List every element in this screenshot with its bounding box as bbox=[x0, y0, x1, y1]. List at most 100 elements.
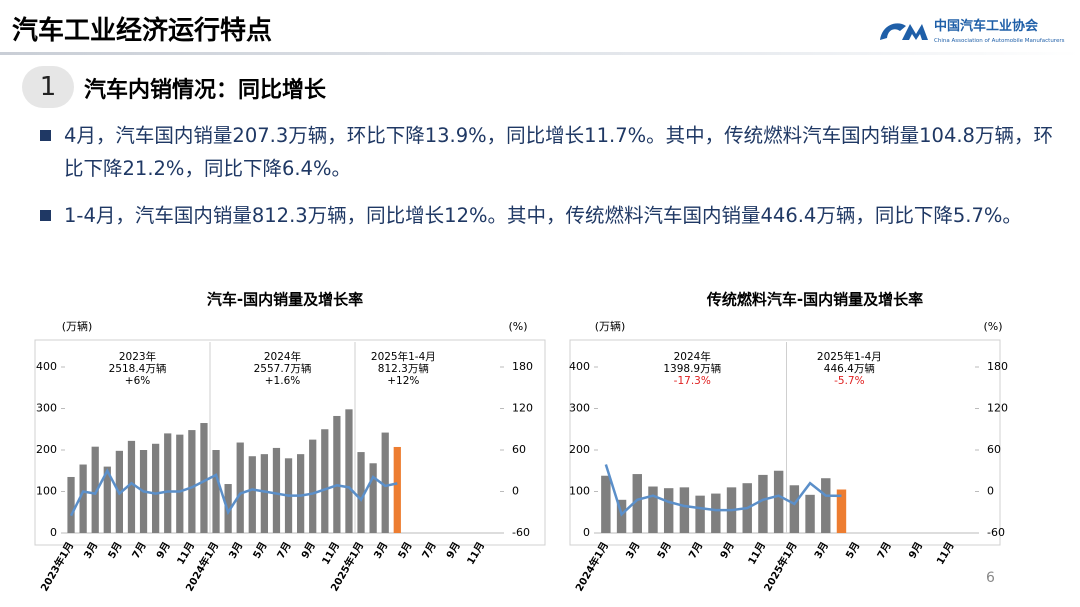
bar bbox=[345, 409, 353, 533]
bar bbox=[648, 486, 658, 533]
bar bbox=[260, 454, 268, 533]
y-tick-label: 100 bbox=[569, 485, 590, 498]
bar bbox=[679, 487, 690, 533]
y-tick-label: 200 bbox=[569, 443, 590, 456]
annotation-total: 2518.4万辆 bbox=[109, 362, 167, 375]
annotation-period: 2024年 bbox=[674, 350, 711, 363]
x-tick-label: 7月 bbox=[275, 540, 294, 561]
bar bbox=[212, 450, 220, 533]
logo-mark bbox=[880, 23, 906, 40]
x-tick-label: 9月 bbox=[444, 540, 463, 561]
chart-frame bbox=[569, 339, 1001, 546]
y2-tick-label: 0 bbox=[987, 485, 994, 498]
x-tick-label: 9月 bbox=[906, 540, 925, 561]
x-tick-label: 5月 bbox=[844, 540, 863, 561]
annotation-period: 2025年1-4月 bbox=[817, 350, 882, 363]
y-tick-label: 300 bbox=[36, 402, 57, 415]
annotation-growth: -5.7% bbox=[834, 375, 864, 387]
x-tick-label: 3月 bbox=[624, 540, 643, 561]
x-tick-label: 5月 bbox=[106, 540, 125, 561]
section-title: 汽车内销情况：同比增长 bbox=[84, 78, 327, 103]
chart-title: 传统燃料汽车-国内销量及增长率 bbox=[706, 291, 923, 309]
annotation-total: 446.4万辆 bbox=[824, 362, 875, 375]
bar bbox=[236, 442, 244, 533]
x-tick-label: 9月 bbox=[299, 540, 318, 561]
y2-axis-label: (%) bbox=[508, 320, 527, 333]
bar bbox=[663, 488, 674, 533]
x-tick-label: 2024年1月 bbox=[572, 540, 611, 594]
x-tick-label: 11月 bbox=[746, 540, 768, 567]
bar bbox=[67, 476, 75, 533]
y2-tick-label: 120 bbox=[987, 402, 1008, 415]
y-tick-label: 200 bbox=[36, 443, 57, 456]
x-tick-label: 7月 bbox=[686, 540, 705, 561]
charts: 汽车-国内销量及增长率(万辆) (%)0100200300400-60060120… bbox=[34, 291, 1008, 594]
bullet: 1-4月，汽车国内销量812.3万辆，同比增长12%。其中，传统燃料汽车国内销量… bbox=[38, 199, 1058, 232]
x-tick-label: 3月 bbox=[812, 540, 831, 561]
y-tick-label: 100 bbox=[36, 485, 57, 498]
bar bbox=[272, 447, 281, 533]
x-tick-label: 5月 bbox=[251, 540, 270, 561]
bar bbox=[200, 423, 208, 533]
logo-text: 中国汽车工业协会 bbox=[934, 18, 1039, 34]
y2-tick-label: 60 bbox=[512, 443, 526, 456]
bar bbox=[381, 432, 389, 533]
y2-tick-label: -60 bbox=[512, 526, 530, 539]
bar bbox=[758, 474, 768, 533]
y2-tick-label: 180 bbox=[987, 360, 1008, 373]
y-tick-label: 0 bbox=[50, 526, 57, 539]
x-tick-label: 9月 bbox=[718, 540, 737, 561]
x-tick-label: 7月 bbox=[875, 540, 894, 561]
bar bbox=[369, 463, 377, 533]
annotation-total: 812.3万辆 bbox=[378, 362, 429, 375]
bar bbox=[79, 464, 87, 533]
header-divider bbox=[0, 52, 1080, 55]
line bbox=[69, 468, 398, 517]
bar bbox=[711, 493, 721, 533]
bar bbox=[91, 446, 99, 533]
annotation-growth: -17.3% bbox=[674, 375, 711, 387]
bar bbox=[333, 415, 341, 533]
x-tick-label: 11月 bbox=[175, 540, 197, 567]
section-number: 1 bbox=[22, 66, 74, 108]
bar bbox=[821, 478, 831, 533]
x-tick-label: 5月 bbox=[655, 540, 674, 561]
bar bbox=[616, 499, 627, 533]
y2-tick-label: 120 bbox=[512, 402, 533, 415]
x-tick-label: 9月 bbox=[154, 540, 173, 561]
bar bbox=[836, 489, 847, 533]
page-number: 6 bbox=[986, 570, 995, 586]
bar bbox=[695, 495, 705, 533]
bar bbox=[297, 454, 305, 533]
bar bbox=[152, 443, 160, 533]
chart-frame bbox=[34, 339, 546, 546]
y2-tick-label: 180 bbox=[512, 360, 533, 373]
y2-tick-label: 0 bbox=[512, 485, 519, 498]
bar bbox=[805, 494, 815, 533]
x-tick-label: 5月 bbox=[396, 540, 415, 561]
bar bbox=[357, 452, 365, 533]
y2-axis-label: (%) bbox=[983, 320, 1002, 333]
bar bbox=[632, 474, 642, 533]
annotation-growth: +6% bbox=[125, 375, 150, 387]
chart-title: 汽车-国内销量及增长率 bbox=[207, 291, 363, 309]
bar bbox=[103, 466, 111, 533]
bar bbox=[601, 475, 611, 533]
annotation-period: 2024年 bbox=[264, 350, 301, 363]
y-tick-label: 0 bbox=[583, 526, 590, 539]
line bbox=[604, 464, 842, 517]
annotation-growth: +12% bbox=[387, 375, 419, 387]
x-tick-label: 2023年1月 bbox=[38, 540, 77, 594]
x-tick-label: 7月 bbox=[420, 540, 439, 561]
y-tick-label: 300 bbox=[569, 402, 590, 415]
x-tick-label: 11月 bbox=[465, 540, 487, 567]
y-tick-label: 400 bbox=[36, 360, 57, 373]
bar bbox=[176, 434, 184, 533]
bar bbox=[127, 440, 136, 533]
bar bbox=[309, 439, 317, 533]
bar bbox=[321, 429, 329, 533]
bar bbox=[773, 470, 784, 533]
bar bbox=[164, 433, 172, 533]
bullet: 4月，汽车国内销量207.3万辆，环比下降13.9%，同比增长11.7%。其中，… bbox=[38, 119, 1058, 185]
